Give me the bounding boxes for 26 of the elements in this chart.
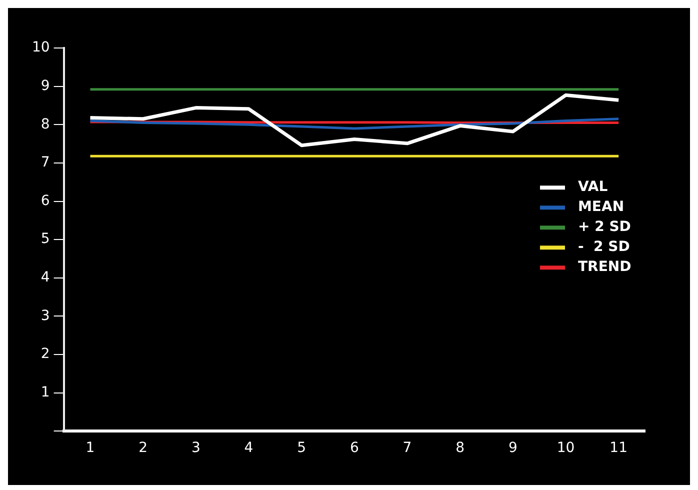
- y-tick-label: 10: [32, 40, 50, 56]
- legend-label: TREND: [578, 259, 632, 276]
- y-tick-label: 2: [40, 346, 50, 362]
- y-tick-label: 3: [40, 308, 50, 324]
- legend-label: MEAN: [578, 199, 624, 216]
- y-tick-label: 6: [40, 192, 50, 209]
- y-tick-label: 7: [40, 154, 50, 171]
- x-tick-label: 2: [138, 440, 148, 456]
- legend-label: - 2 SD: [578, 239, 630, 256]
- legend-label: VAL: [578, 179, 608, 196]
- legend-label: + 2 SD: [578, 219, 631, 236]
- y-tick-label: 8: [40, 116, 50, 132]
- x-tick-label: 3: [191, 440, 200, 456]
- x-tick-label: 1: [86, 440, 95, 456]
- y-tick-label: 1: [40, 384, 50, 401]
- x-tick-label: 5: [297, 440, 306, 456]
- y-tick-label: 9: [40, 78, 50, 94]
- x-tick-label: 4: [244, 440, 254, 456]
- x-tick-label: 10: [556, 440, 575, 456]
- x-tick-label: 7: [402, 440, 412, 456]
- x-tick-label: 8: [456, 440, 465, 456]
- x-tick-label: 11: [610, 440, 628, 456]
- x-tick-label: 9: [508, 440, 518, 456]
- y-tick-label: 5: [40, 231, 50, 248]
- x-tick-label: 6: [350, 440, 359, 456]
- y-tick-label: 4: [40, 270, 50, 286]
